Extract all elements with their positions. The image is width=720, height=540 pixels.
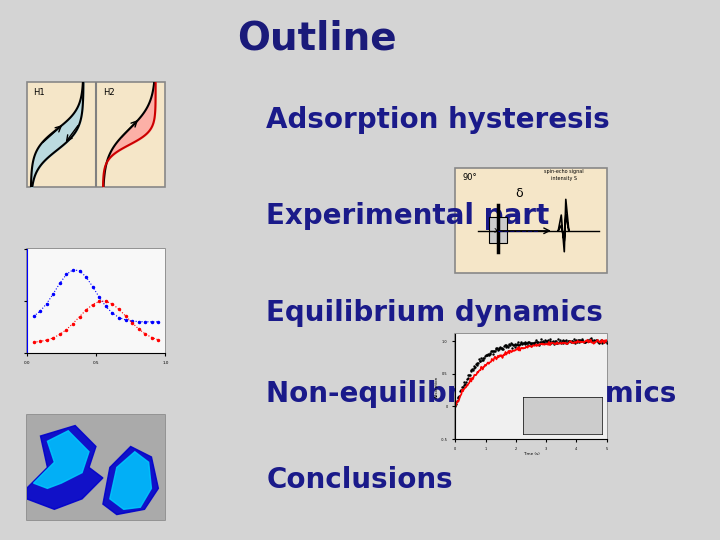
FancyBboxPatch shape [455,168,607,273]
Text: Equilibrium dynamics: Equilibrium dynamics [266,299,603,327]
Text: Outline: Outline [237,20,397,58]
FancyBboxPatch shape [455,334,607,439]
Text: Conclusions: Conclusions [266,465,453,494]
Text: Non-equilibrium dynamics: Non-equilibrium dynamics [266,380,677,408]
FancyBboxPatch shape [27,82,166,187]
FancyBboxPatch shape [27,248,166,353]
FancyBboxPatch shape [27,415,166,520]
Text: Experimental part: Experimental part [266,202,549,230]
Text: Adsorption hysteresis: Adsorption hysteresis [266,106,610,133]
